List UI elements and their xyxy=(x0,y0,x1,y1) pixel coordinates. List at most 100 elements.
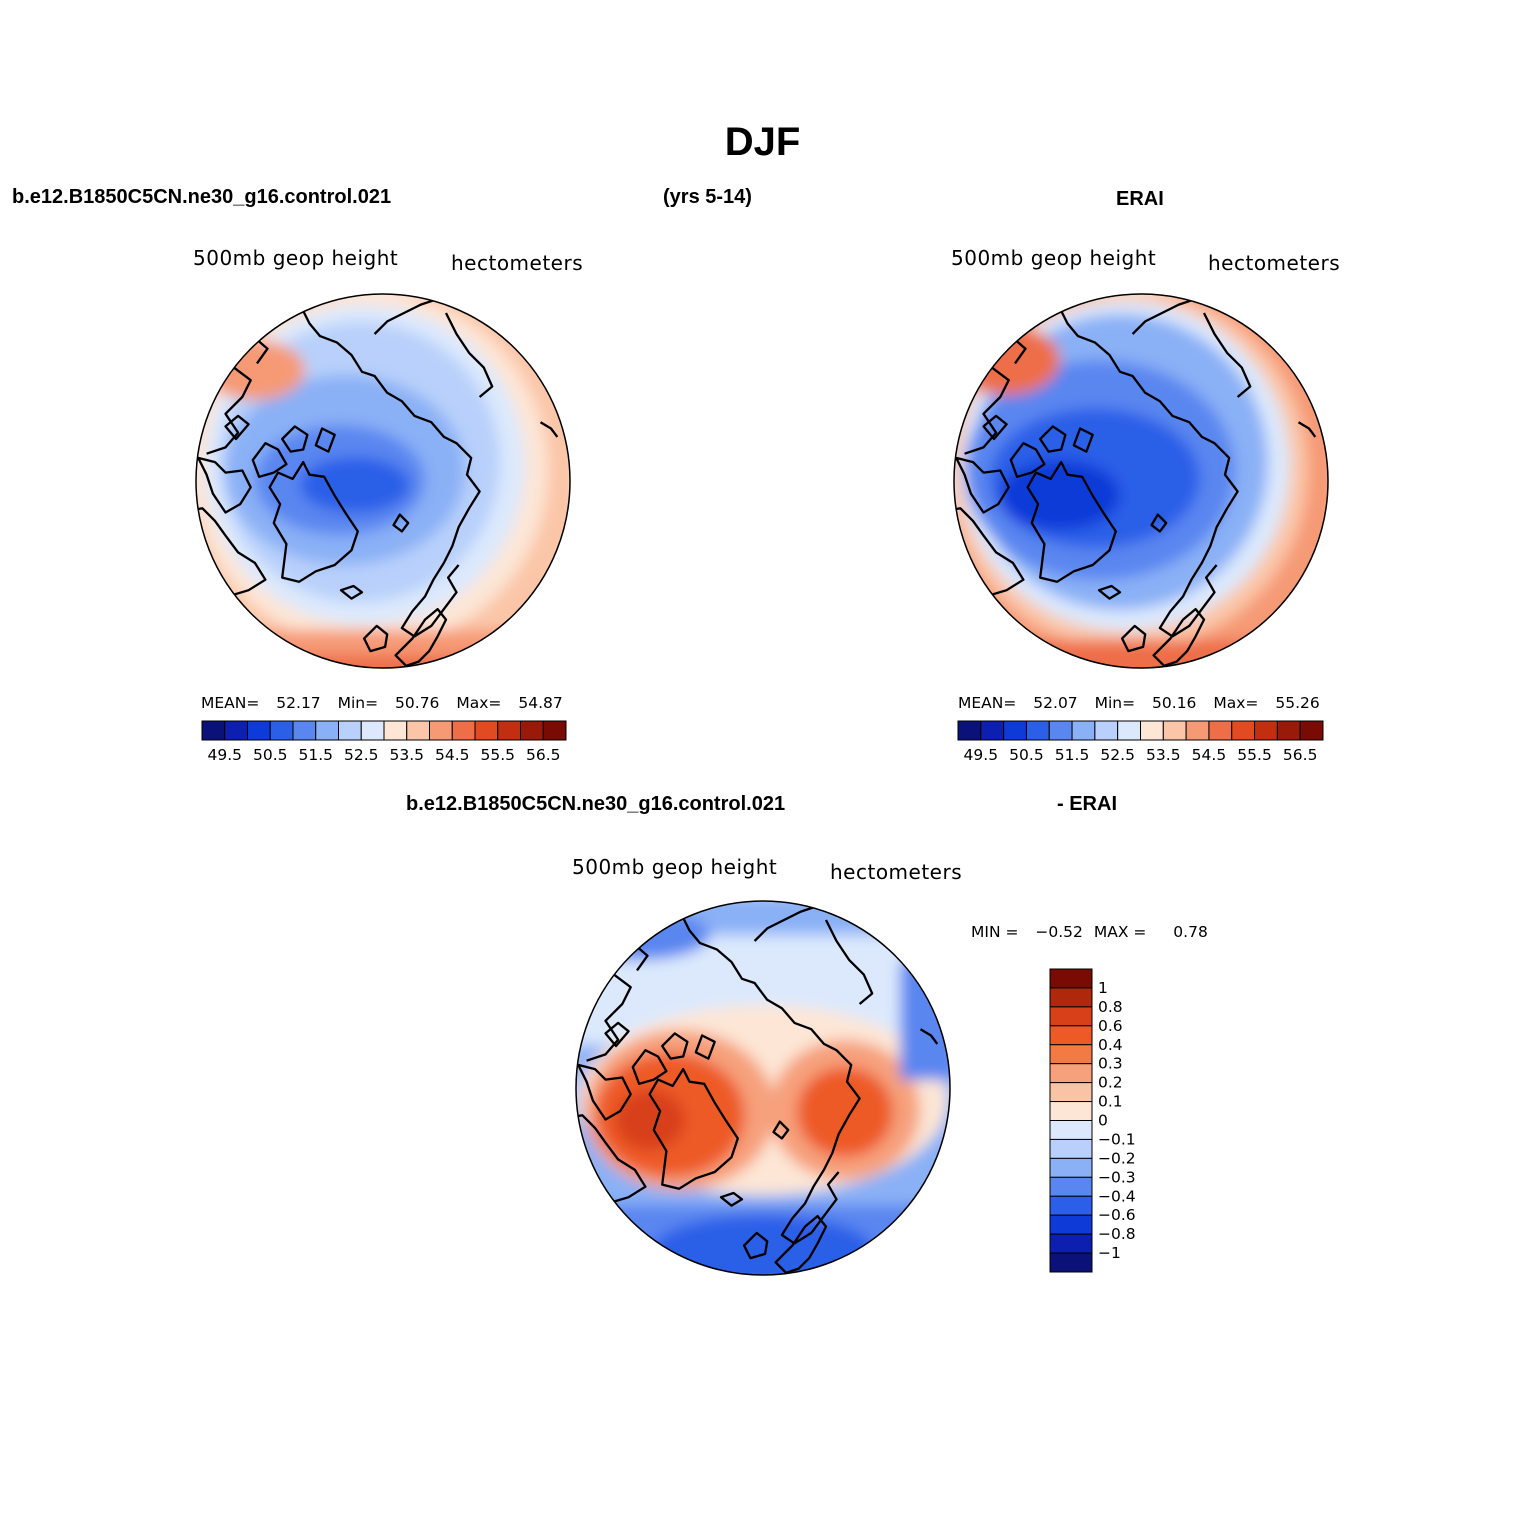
diff-colorbar: 10.80.60.40.30.20.10−0.1−0.2−0.3−0.4−0.6… xyxy=(1049,968,1136,1273)
diff-colorbar-label: 0.3 xyxy=(1098,1055,1123,1073)
model-left-string: 500mb geop height xyxy=(193,246,399,270)
erai-colorbar-swatch xyxy=(980,720,1005,741)
model-colorbar-label: 50.5 xyxy=(253,746,288,764)
diff-colorbar-label: −0.8 xyxy=(1098,1225,1136,1243)
diff-colorbar-swatch xyxy=(1049,1101,1093,1121)
model-stats: MEAN= 52.17 Min= 50.76 Max= 54.87 xyxy=(201,694,563,712)
diff-colorbar-label: −0.2 xyxy=(1098,1149,1136,1167)
diff-max-label: MAX = xyxy=(1093,923,1147,941)
diff-max-value: 0.78 xyxy=(1173,923,1208,941)
erai-map-boundary xyxy=(953,293,1329,669)
erai-colorbar-swatch xyxy=(1117,720,1141,741)
erai-colorbar-label: 54.5 xyxy=(1192,746,1227,764)
erai-colorbar-label: 50.5 xyxy=(1009,746,1044,764)
model-colorbar-label: 52.5 xyxy=(344,746,379,764)
erai-min-value: 50.16 xyxy=(1152,694,1197,712)
erai-colorbar-swatch xyxy=(1276,720,1301,741)
model-units: hectometers xyxy=(451,251,584,275)
erai-max-value: 55.26 xyxy=(1275,694,1320,712)
diff-colorbar-label: 0.8 xyxy=(1098,998,1123,1016)
erai-units: hectometers xyxy=(1208,251,1341,275)
model-colorbar-swatch xyxy=(315,720,339,741)
diff-left-string: 500mb geop height xyxy=(572,855,778,879)
diff-colorbar-label: −0.6 xyxy=(1098,1206,1136,1224)
erai-colorbar-swatch xyxy=(957,720,982,741)
model-colorbar-label: 54.5 xyxy=(435,746,470,764)
erai-stats: MEAN= 52.07 Min= 50.16 Max= 55.26 xyxy=(958,694,1320,712)
model-colorbar-label: 53.5 xyxy=(389,746,424,764)
model-colorbar-swatch xyxy=(269,720,294,741)
main-title: DJF xyxy=(724,120,801,164)
diff-colorbar-swatch xyxy=(1049,1233,1093,1254)
model-colorbar-swatch xyxy=(201,720,226,741)
model-min-value: 50.76 xyxy=(395,694,440,712)
diff-colorbar-swatch xyxy=(1049,987,1093,1008)
diff-colorbar-swatch xyxy=(1049,1120,1093,1140)
model-colorbar-label: 51.5 xyxy=(298,746,333,764)
model-colorbar-label: 56.5 xyxy=(526,746,561,764)
model-colorbar: 49.5 50.5 51.5 52.5 53.5 54.5 55.5 56.5 xyxy=(201,720,567,764)
erai-colorbar-swatch xyxy=(1231,720,1256,741)
erai-colorbar-label: 53.5 xyxy=(1146,746,1181,764)
diff-colorbar-swatch xyxy=(1049,1176,1093,1197)
model-map-boundary xyxy=(195,293,571,669)
model-colorbar-swatch xyxy=(292,720,317,741)
model-colorbar-swatch xyxy=(520,720,544,741)
model-min-label: Min= xyxy=(337,694,379,712)
diff-colorbar-label: −0.4 xyxy=(1098,1187,1136,1205)
model-colorbar-swatch xyxy=(360,720,385,741)
erai-colorbar: 49.5 50.5 51.5 52.5 53.5 54.5 55.5 56.5 xyxy=(957,720,1324,764)
diff-colorbar-swatch xyxy=(1049,1082,1093,1103)
diff-colorbar-label: 0.4 xyxy=(1098,1036,1123,1054)
model-colorbar-label: 49.5 xyxy=(207,746,242,764)
diff-colorbar-label: 0.1 xyxy=(1098,1093,1123,1111)
erai-colorbar-swatch xyxy=(1140,720,1164,741)
erai-colorbar-swatch xyxy=(1208,720,1233,741)
erai-map xyxy=(953,293,1329,669)
diff-colorbar-swatch xyxy=(1049,1044,1093,1065)
diff-colorbar-label: −0.3 xyxy=(1098,1168,1136,1186)
model-map xyxy=(195,293,571,669)
erai-colorbar-swatch xyxy=(1254,720,1278,741)
model-colorbar-swatch xyxy=(224,720,248,741)
erai-colorbar-label: 49.5 xyxy=(964,746,999,764)
erai-colorbar-label: 55.5 xyxy=(1237,746,1272,764)
erai-colorbar-swatch xyxy=(1299,720,1324,741)
model-mean-value: 52.17 xyxy=(276,694,321,712)
model-years-title: (yrs 5-14) xyxy=(663,186,752,208)
diff-colorbar-swatch xyxy=(1049,1025,1093,1046)
erai-max-label: Max= xyxy=(1213,694,1259,712)
model-colorbar-swatch xyxy=(338,720,362,741)
diff-units: hectometers xyxy=(830,860,963,884)
diff-colorbar-swatch xyxy=(1049,1006,1093,1027)
diff-min-value: −0.52 xyxy=(1035,923,1083,941)
erai-mean-label: MEAN= xyxy=(958,694,1017,712)
diff-colorbar-swatch xyxy=(1049,1214,1093,1235)
diff-colorbar-swatch xyxy=(1049,1063,1093,1084)
model-colorbar-swatch xyxy=(406,720,430,741)
diff-colorbar-swatch xyxy=(1049,968,1093,989)
model-colorbar-swatch xyxy=(247,720,271,741)
erai-colorbar-swatch xyxy=(1094,720,1119,741)
model-max-label: Max= xyxy=(456,694,502,712)
diff-map xyxy=(575,900,951,1276)
erai-title: ERAI xyxy=(1116,188,1164,210)
erai-colorbar-label: 52.5 xyxy=(1100,746,1135,764)
diff-colorbar-label: 1 xyxy=(1098,979,1108,997)
model-colorbar-swatch xyxy=(429,720,453,741)
erai-colorbar-swatch xyxy=(1048,720,1073,741)
model-colorbar-swatch xyxy=(474,720,499,741)
model-colorbar-swatch xyxy=(542,720,567,741)
diff-colorbar-label: 0.6 xyxy=(1098,1017,1123,1035)
model-colorbar-swatch xyxy=(451,720,476,741)
diff-colorbar-label: −1 xyxy=(1098,1244,1121,1262)
model-colorbar-label: 55.5 xyxy=(480,746,515,764)
diff-case-title: b.e12.B1850C5CN.ne30_g16.control.021 xyxy=(406,793,786,815)
model-mean-label: MEAN= xyxy=(201,694,260,712)
model-max-value: 54.87 xyxy=(518,694,563,712)
diff-colorbar-swatch xyxy=(1049,1252,1093,1273)
erai-min-label: Min= xyxy=(1094,694,1136,712)
diff-colorbar-swatch xyxy=(1049,1195,1093,1216)
diff-colorbar-swatch xyxy=(1049,1138,1093,1159)
